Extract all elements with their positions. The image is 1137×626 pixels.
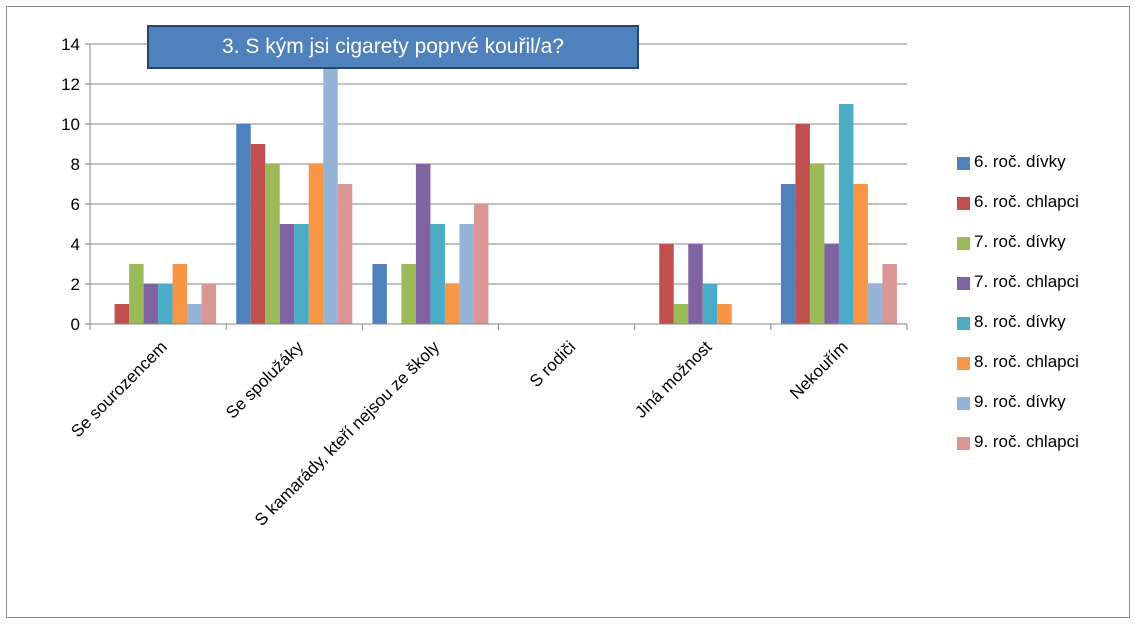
bar: [688, 244, 703, 324]
legend-swatch: [957, 357, 970, 370]
bar: [337, 184, 353, 324]
legend-label: 7. roč. chlapci: [974, 272, 1079, 291]
bars: [114, 64, 897, 324]
bar: [473, 204, 489, 324]
legend-swatch: [957, 317, 970, 330]
bar: [430, 224, 445, 324]
axes: [89, 44, 908, 330]
y-tick-label: 8: [71, 155, 80, 174]
legend-swatch: [957, 277, 970, 290]
legend-label: 9. roč. chlapci: [974, 432, 1079, 451]
y-tick-label: 6: [71, 195, 80, 214]
chart-area: 0 2 4 6 8 10 12 14 Se sourozencem Se spolužáky S …: [6, 6, 1130, 618]
legend-item: 8. roč. dívky: [957, 307, 1137, 347]
category-label: Nekouřím: [786, 337, 852, 403]
bar: [143, 284, 159, 324]
bar: [867, 284, 883, 324]
chart-title: 3. S kým jsi cigarety poprvé kouřil/a?: [147, 25, 639, 69]
bar: [673, 304, 689, 324]
category-label: S rodiči: [526, 337, 580, 391]
bar: [459, 224, 474, 324]
legend-swatch: [957, 197, 970, 210]
category-label: Se sourozencem: [67, 337, 171, 441]
category-label: Se spolužáky: [222, 337, 307, 422]
legend-item: 6. roč. dívky: [957, 147, 1137, 187]
legend: 6. roč. dívky 6. roč. chlapci 7. roč. dívk…: [957, 147, 1137, 467]
bar: [809, 164, 825, 324]
category-label: Jiná možnost: [631, 337, 715, 421]
bar: [308, 164, 324, 324]
bar: [187, 304, 202, 324]
bar: [279, 224, 295, 324]
bar: [780, 184, 796, 324]
y-tick-label: 12: [61, 75, 80, 94]
legend-item: 7. roč. dívky: [957, 227, 1137, 267]
bar: [717, 304, 732, 324]
bar: [401, 264, 416, 324]
legend-item: 9. roč. dívky: [957, 387, 1137, 427]
legend-label: 8. roč. chlapci: [974, 352, 1079, 371]
bar-chart: 0 2 4 6 8 10 12 14 Se sourozencem Se spolužáky S …: [61, 35, 908, 530]
bar: [172, 264, 188, 324]
y-tick-label: 0: [71, 315, 80, 334]
legend-label: 9. roč. dívky: [974, 392, 1066, 411]
bar: [250, 144, 266, 324]
bar: [265, 164, 280, 324]
y-tick-label: 4: [71, 235, 80, 254]
bar: [702, 284, 718, 324]
legend-label: 6. roč. chlapci: [974, 192, 1079, 211]
bar: [372, 264, 387, 324]
bar: [323, 64, 338, 324]
bar: [415, 164, 431, 324]
legend-swatch: [957, 437, 970, 450]
y-tick-labels: 0 2 4 6 8 10 12 14: [61, 35, 80, 334]
bar: [129, 264, 144, 324]
bar: [824, 244, 839, 324]
y-tick-label: 10: [61, 115, 80, 134]
legend-label: 7. roč. dívky: [974, 232, 1066, 251]
legend-label: 8. roč. dívky: [974, 312, 1066, 331]
legend-item: 7. roč. chlapci: [957, 267, 1137, 307]
bar: [201, 284, 217, 324]
legend-label: 6. roč. dívky: [974, 152, 1066, 171]
bar: [882, 264, 897, 324]
bar: [659, 244, 674, 324]
legend-item: 6. roč. chlapci: [957, 187, 1137, 227]
y-tick-label: 2: [71, 275, 80, 294]
bar: [114, 304, 130, 324]
bar: [795, 124, 810, 324]
bar: [853, 184, 868, 324]
y-tick-label: 14: [61, 35, 80, 54]
legend-item: 8. roč. chlapci: [957, 347, 1137, 387]
bar: [838, 104, 854, 324]
bar: [236, 124, 251, 324]
legend-swatch: [957, 157, 970, 170]
bar: [294, 224, 309, 324]
legend-swatch: [957, 237, 970, 250]
legend-swatch: [957, 397, 970, 410]
legend-item: 9. roč. chlapci: [957, 427, 1137, 467]
bar: [444, 284, 460, 324]
bar: [158, 284, 173, 324]
